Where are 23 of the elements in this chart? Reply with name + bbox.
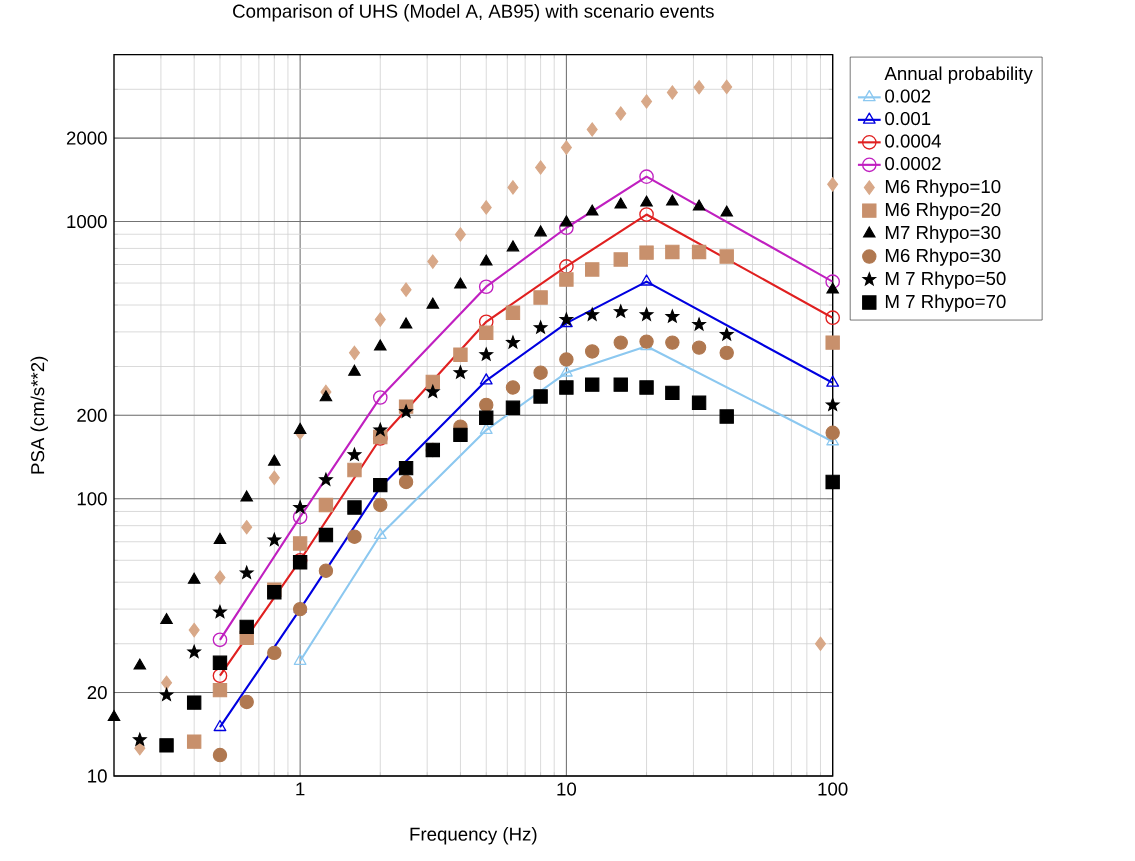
legend-label: 0.002 — [885, 89, 931, 103]
y-tick-label: 1000 — [67, 214, 107, 229]
legend-label: M6 Rhypo=30 — [885, 248, 1001, 266]
legend-label: M 7 Rhypo=70 — [885, 294, 1006, 312]
legend-label: 0.0004 — [885, 134, 941, 148]
legend-label: M6 Rhypo=20 — [885, 202, 1001, 220]
legend-label: M 7 Rhypo=50 — [885, 271, 1006, 289]
y-tick-label: 200 — [77, 408, 107, 422]
y-tick-label: 20 — [87, 685, 107, 700]
x-tick-label: 10 — [557, 782, 577, 796]
y-axis-title: PSA (cm/s**2) — [30, 356, 48, 474]
y-tick-label: 100 — [77, 492, 107, 506]
legend-label: 0.0002 — [885, 156, 941, 171]
legend-label: M6 Rhypo=10 — [885, 179, 1001, 197]
chart-title: Comparison of UHS (Model A, AB95) with scenario events — [233, 4, 714, 22]
y-tick-label: 10 — [88, 769, 107, 783]
x-tick-label: 100 — [818, 782, 848, 796]
x-tick-label: 1 — [296, 782, 305, 796]
x-axis-title: Frequency (Hz) — [410, 827, 537, 845]
legend-title: Annual probability — [884, 66, 1033, 84]
legend-label: 0.001 — [885, 111, 931, 126]
y-tick-label: 2000 — [66, 131, 107, 145]
legend-label: M7 Rhypo=30 — [885, 225, 1001, 243]
